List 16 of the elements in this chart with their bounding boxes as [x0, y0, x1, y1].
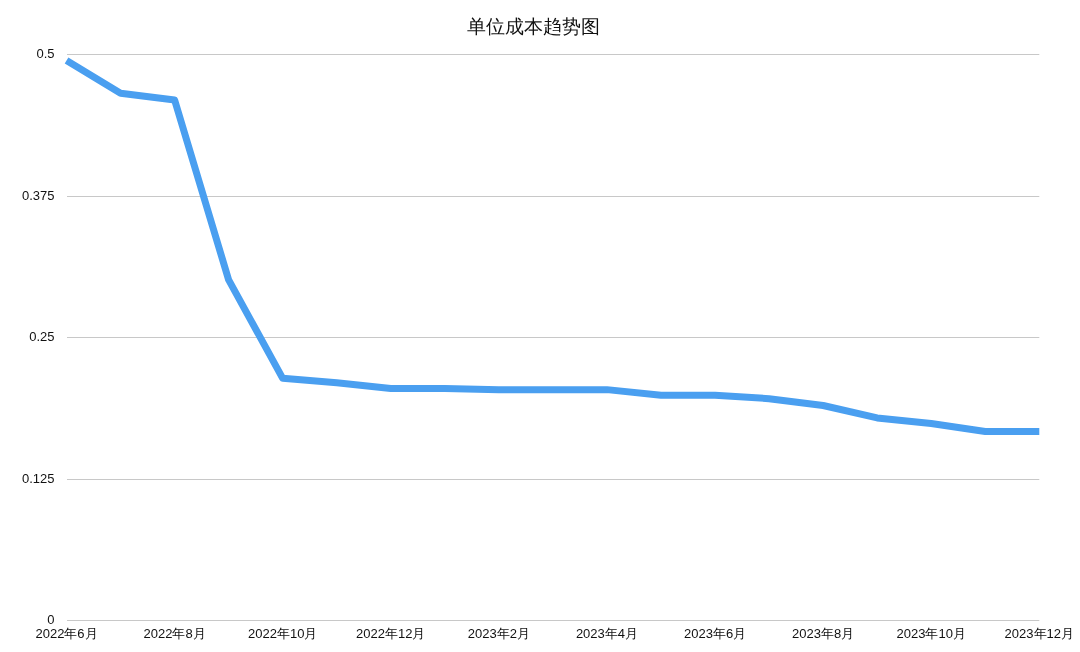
x-tick-label: 2022年12月	[356, 625, 426, 641]
x-tick-label: 2023年10月	[896, 625, 966, 641]
y-tick-label: 0.25	[29, 329, 55, 345]
x-tick-label: 2023年4月	[575, 625, 639, 641]
x-tick-label: 2023年6月	[683, 625, 747, 641]
x-tick-label: 2023年2月	[467, 625, 530, 641]
x-tick-label: 2022年6月	[35, 625, 98, 641]
x-tick-label: 2022年8月	[143, 625, 206, 641]
y-tick-label: 0	[47, 611, 55, 627]
y-tick-label: 0.5	[36, 46, 55, 62]
x-tick-label: 2022年10月	[248, 625, 318, 641]
y-tick-label: 0.375	[21, 187, 55, 203]
y-tick-label: 0.125	[21, 470, 55, 486]
x-tick-label: 2023年8月	[792, 625, 855, 641]
chart-title: 单位成本趋势图	[466, 15, 600, 37]
x-tick-label: 2023年12月	[1004, 625, 1075, 641]
